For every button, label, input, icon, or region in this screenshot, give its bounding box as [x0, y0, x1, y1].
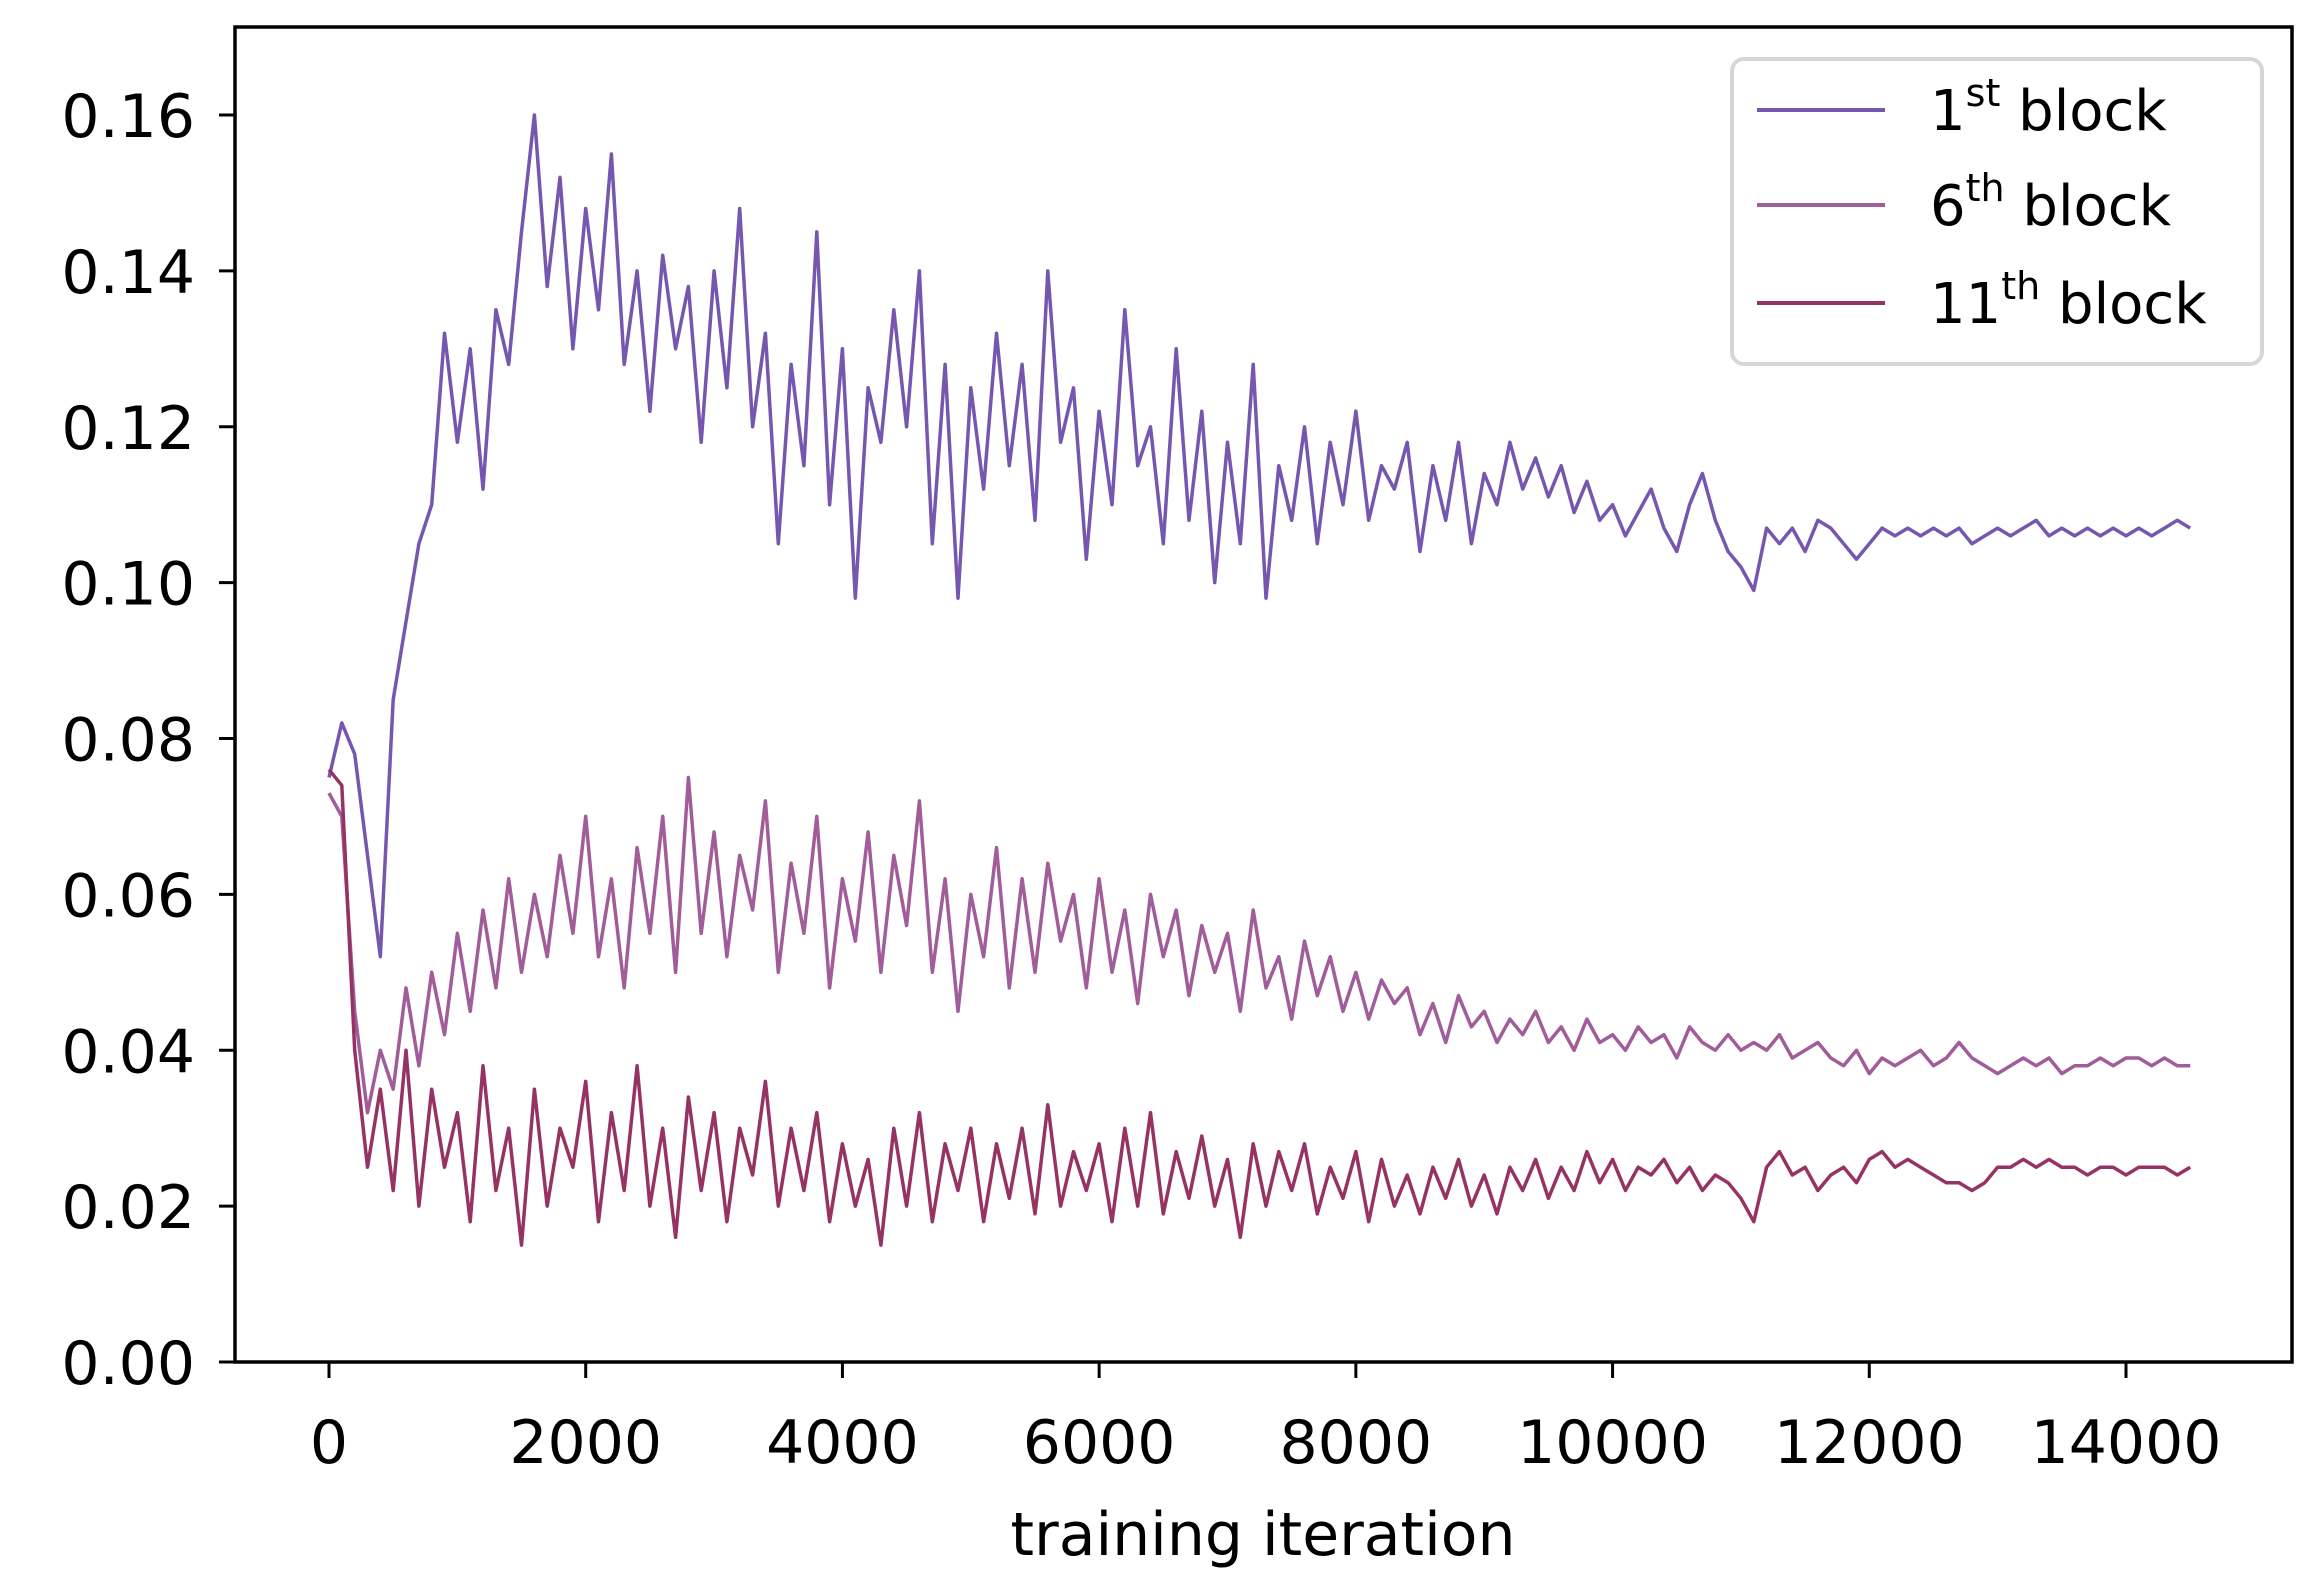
x-axis: 0 2000 4000 6000 8000 10000 12000 14000	[310, 1362, 2222, 1478]
axes-frame	[233, 25, 2294, 1364]
series-line-3	[327, 768, 2192, 1247]
series-layer	[327, 113, 2192, 1247]
y-tick-label: 0.10	[61, 550, 195, 620]
y-axis: 0.00 0.02 0.04 0.06 0.08 0.10 0.12 0.14 0.16	[61, 82, 235, 1399]
series-line-1	[327, 113, 2192, 959]
y-tick-label: 0.14	[61, 238, 195, 308]
legend-label: 1st block	[1930, 71, 2167, 144]
y-tick-label: 0.00	[61, 1329, 195, 1399]
x-tick-label: 6000	[1023, 1408, 1176, 1478]
x-tick-label: 12000	[1774, 1408, 1965, 1478]
y-tick-label: 0.16	[61, 82, 195, 152]
y-tick-label: 0.12	[61, 394, 195, 464]
legend-item-1: 1st block	[1757, 71, 2167, 144]
y-tick-label: 0.06	[61, 861, 195, 931]
legend-item-2: 6th block	[1757, 166, 2172, 239]
series-line-2	[327, 775, 2191, 1115]
legend-box	[1730, 57, 2264, 366]
x-tick-label: 8000	[1280, 1408, 1433, 1478]
y-tick-label: 0.08	[61, 706, 195, 776]
x-tick-label: 0	[310, 1408, 348, 1478]
x-tick-label: 14000	[2031, 1408, 2222, 1478]
x-axis-label: training iteration	[1011, 1500, 1516, 1570]
legend-item-3: 11th block	[1757, 264, 2207, 337]
legend-label: 11th block	[1930, 264, 2207, 337]
x-tick-label: 2000	[509, 1408, 662, 1478]
x-tick-label: 10000	[1517, 1408, 1708, 1478]
legend: 1st block 6th block 11th block	[1730, 57, 2264, 366]
x-tick-label: 4000	[766, 1408, 919, 1478]
y-tick-label: 0.04	[61, 1017, 195, 1087]
legend-label: 6th block	[1930, 166, 2172, 239]
y-tick-label: 0.02	[61, 1173, 195, 1243]
